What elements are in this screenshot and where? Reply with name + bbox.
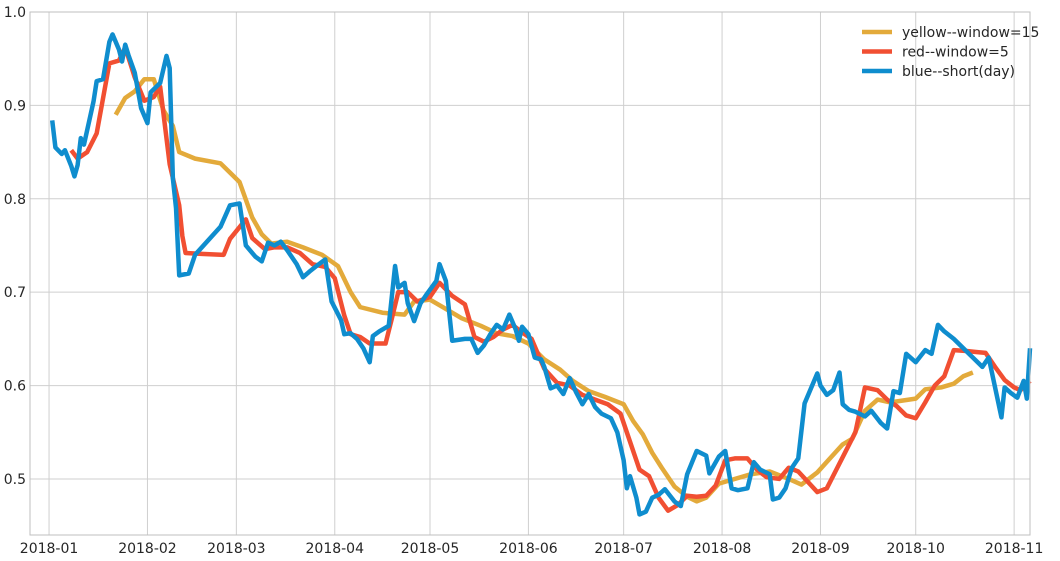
- x-tick-label: 2018-01: [20, 541, 79, 557]
- x-tick-label: 2018-08: [693, 541, 752, 557]
- x-tick-label: 2018-09: [791, 541, 850, 557]
- legend-label: yellow--window=15: [902, 25, 1039, 41]
- x-tick-label: 2018-05: [401, 541, 460, 557]
- y-tick-label: 0.7: [4, 285, 26, 301]
- series-lines: [49, 32, 1033, 517]
- x-tick-label: 2018-07: [594, 541, 653, 557]
- x-tick-label: 2018-04: [306, 541, 365, 557]
- y-tick-label: 1.0: [4, 5, 26, 21]
- y-tick-label: 0.5: [4, 472, 26, 488]
- series-line-0: [113, 76, 974, 504]
- x-tick-label: 2018-02: [118, 541, 177, 557]
- y-tick-label: 0.6: [4, 379, 26, 395]
- x-tick-label: 2018-06: [499, 541, 558, 557]
- y-tick-label: 0.8: [4, 192, 26, 208]
- x-tick-label: 2018-11: [985, 541, 1044, 557]
- y-tick-labels: 0.5 0.6 0.7 0.8 0.9 1.0: [4, 5, 26, 488]
- x-tick-labels: 2018-01 2018-02 2018-03 2018-04 2018-05 2018-…: [20, 541, 1044, 557]
- plot-frame: [29, 11, 1031, 536]
- legend-label: blue--short(day): [902, 64, 1015, 80]
- x-tick-label: 2018-03: [207, 541, 266, 557]
- x-tick-label: 2018-10: [886, 541, 945, 557]
- series-line-2: [49, 32, 1033, 517]
- y-tick-label: 0.9: [4, 98, 26, 114]
- legend-label: red--window=5: [902, 45, 1009, 61]
- series-line-1: [69, 45, 1032, 513]
- legend: yellow--window=15 red--window=5 blue--shor…: [862, 25, 1039, 80]
